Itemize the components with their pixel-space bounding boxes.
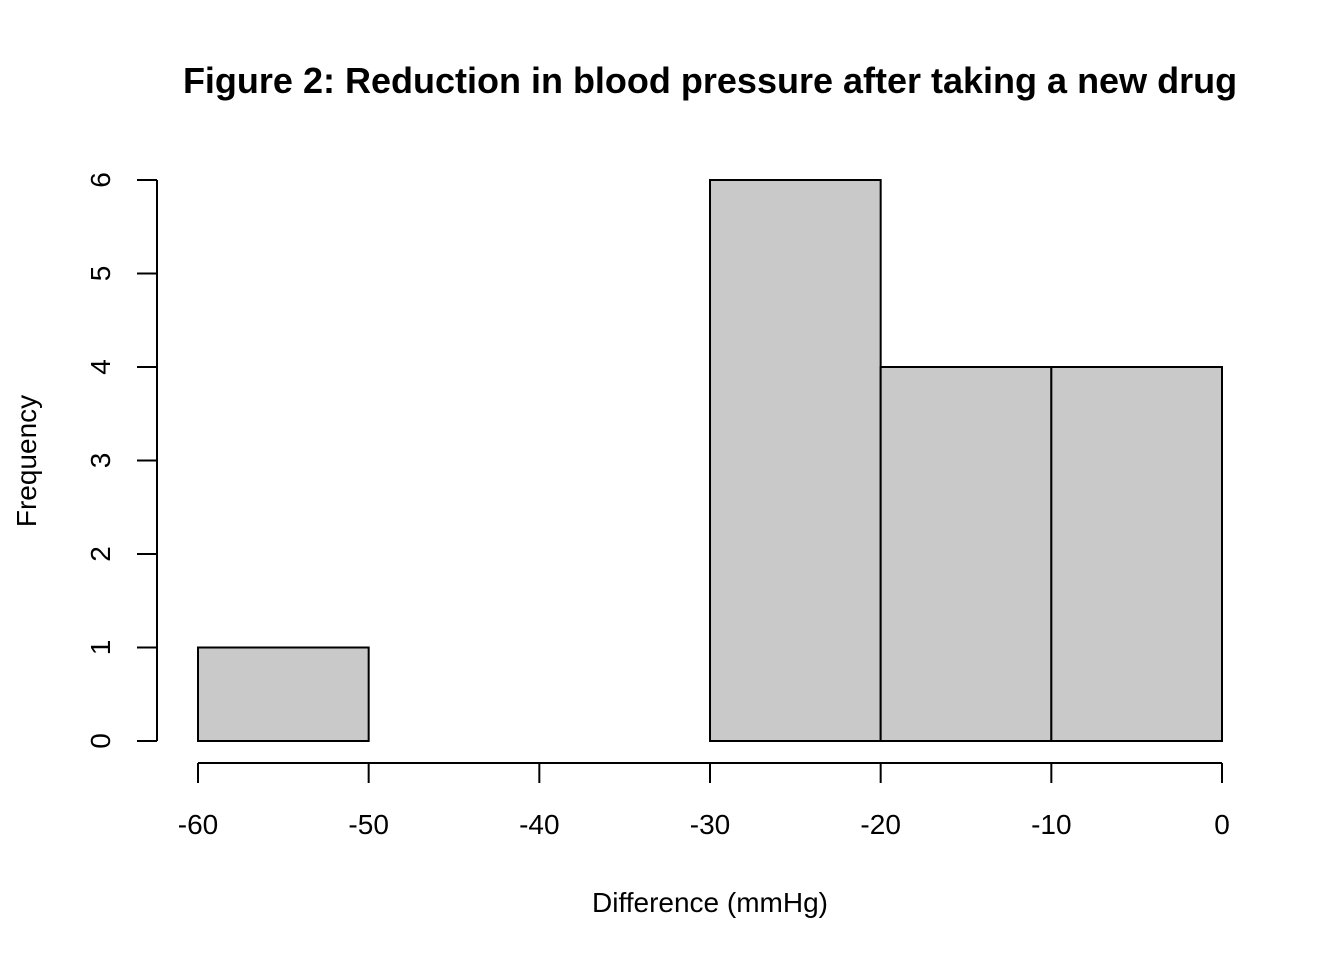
y-tick-label: 5 bbox=[85, 266, 116, 282]
y-tick-label: 6 bbox=[85, 172, 116, 188]
y-tick-label: 1 bbox=[85, 640, 116, 656]
histogram-bar-4 bbox=[879, 366, 1053, 742]
bars-group bbox=[197, 179, 1224, 742]
chart-title: Figure 2: Reduction in blood pressure af… bbox=[183, 60, 1237, 101]
y-tick-label: 2 bbox=[85, 546, 116, 562]
y-tick-label: 4 bbox=[85, 359, 116, 375]
x-tick-label: -50 bbox=[348, 809, 388, 840]
x-tick-label: -30 bbox=[690, 809, 730, 840]
histogram-bar-0 bbox=[197, 646, 370, 742]
x-axis: -60 -50 -40 -30 -20 -10 0 bbox=[178, 762, 1230, 840]
histogram-bar-3 bbox=[709, 179, 882, 742]
y-axis-label: Frequency bbox=[11, 395, 42, 527]
x-axis-label: Difference (mmHg) bbox=[592, 887, 828, 918]
x-tick-label: -10 bbox=[1031, 809, 1071, 840]
y-axis: 0 1 2 3 4 5 6 bbox=[85, 172, 158, 749]
x-tick-label: -20 bbox=[860, 809, 900, 840]
x-tick-label: 0 bbox=[1214, 809, 1230, 840]
y-tick-label: 0 bbox=[85, 733, 116, 749]
x-tick-label: -60 bbox=[178, 809, 218, 840]
x-tick-label: -40 bbox=[519, 809, 559, 840]
histogram-bar-5 bbox=[1050, 366, 1224, 742]
y-tick-label: 3 bbox=[85, 453, 116, 469]
